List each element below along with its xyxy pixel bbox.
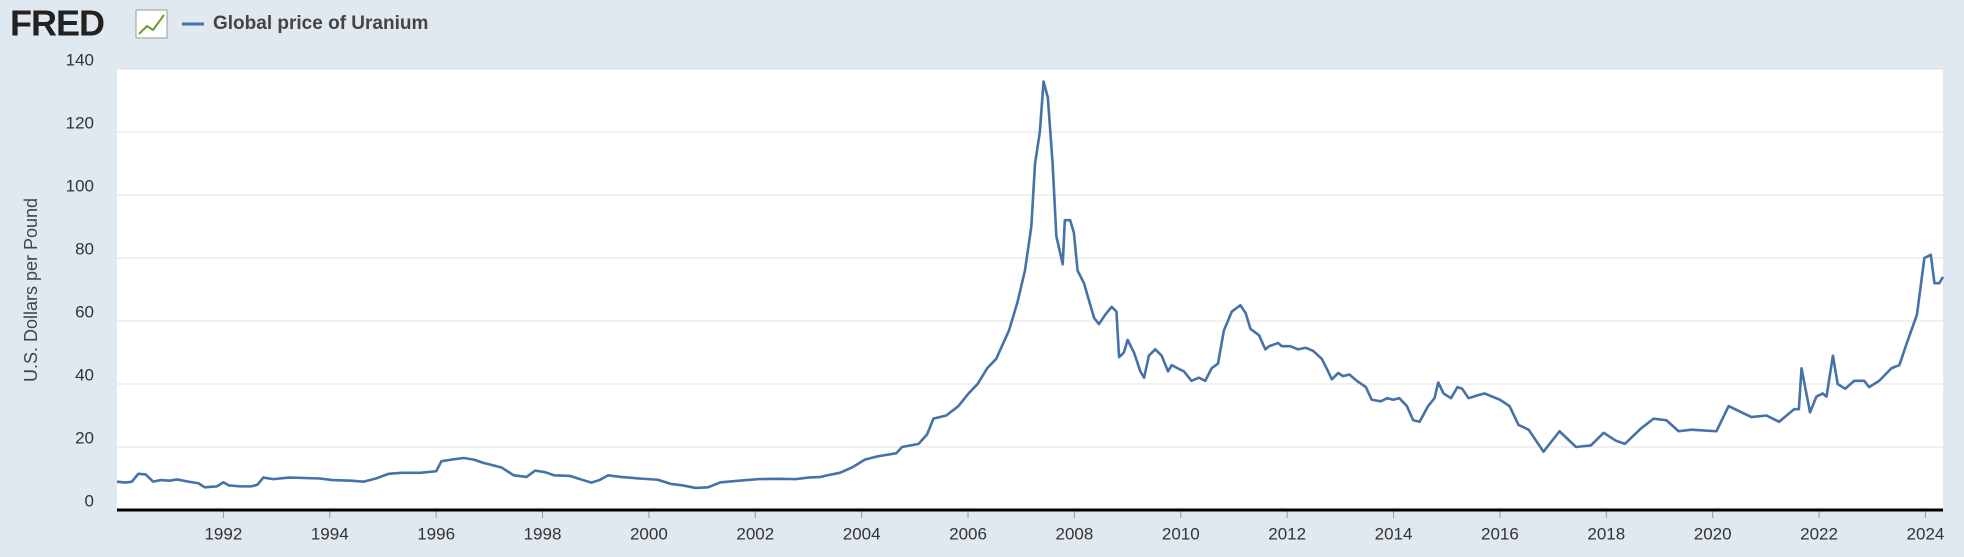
x-tick-label: 1996 (417, 524, 455, 543)
x-tick-label: 2020 (1694, 524, 1732, 543)
plot-area (117, 69, 1943, 510)
y-tick-label: 0 (85, 491, 94, 510)
x-tick-label: 2008 (1055, 524, 1093, 543)
y-axis-title: U.S. Dollars per Pound (21, 198, 41, 382)
x-tick-label: 2006 (949, 524, 987, 543)
x-tick-label: 2012 (1268, 524, 1306, 543)
logo: FRED (10, 3, 104, 44)
y-tick-label: 40 (75, 365, 94, 384)
x-tick-label: 2004 (843, 524, 881, 543)
logo-icon (135, 9, 168, 39)
x-tick-label: 2016 (1481, 524, 1519, 543)
x-tick-label: 2022 (1800, 524, 1838, 543)
x-tick-label: 1994 (311, 524, 349, 543)
y-tick-label: 120 (66, 113, 94, 132)
y-tick-label: 80 (75, 239, 94, 258)
y-tick-label: 100 (66, 176, 94, 195)
x-tick-label: 1998 (524, 524, 562, 543)
y-tick-label: 140 (66, 50, 94, 69)
y-tick-label: 20 (75, 428, 94, 447)
x-tick-label: 2024 (1907, 524, 1945, 543)
series-line (116, 80, 1945, 490)
x-tick-label: 2010 (1162, 524, 1200, 543)
y-tick-label: 60 (75, 302, 94, 321)
x-tick-label: 2018 (1587, 524, 1625, 543)
legend-label: Global price of Uranium (213, 13, 428, 34)
x-tick-label: 2002 (736, 524, 774, 543)
x-tick-label: 1992 (204, 524, 242, 543)
x-tick-label: 2014 (1375, 524, 1413, 543)
x-tick-label: 2000 (630, 524, 668, 543)
